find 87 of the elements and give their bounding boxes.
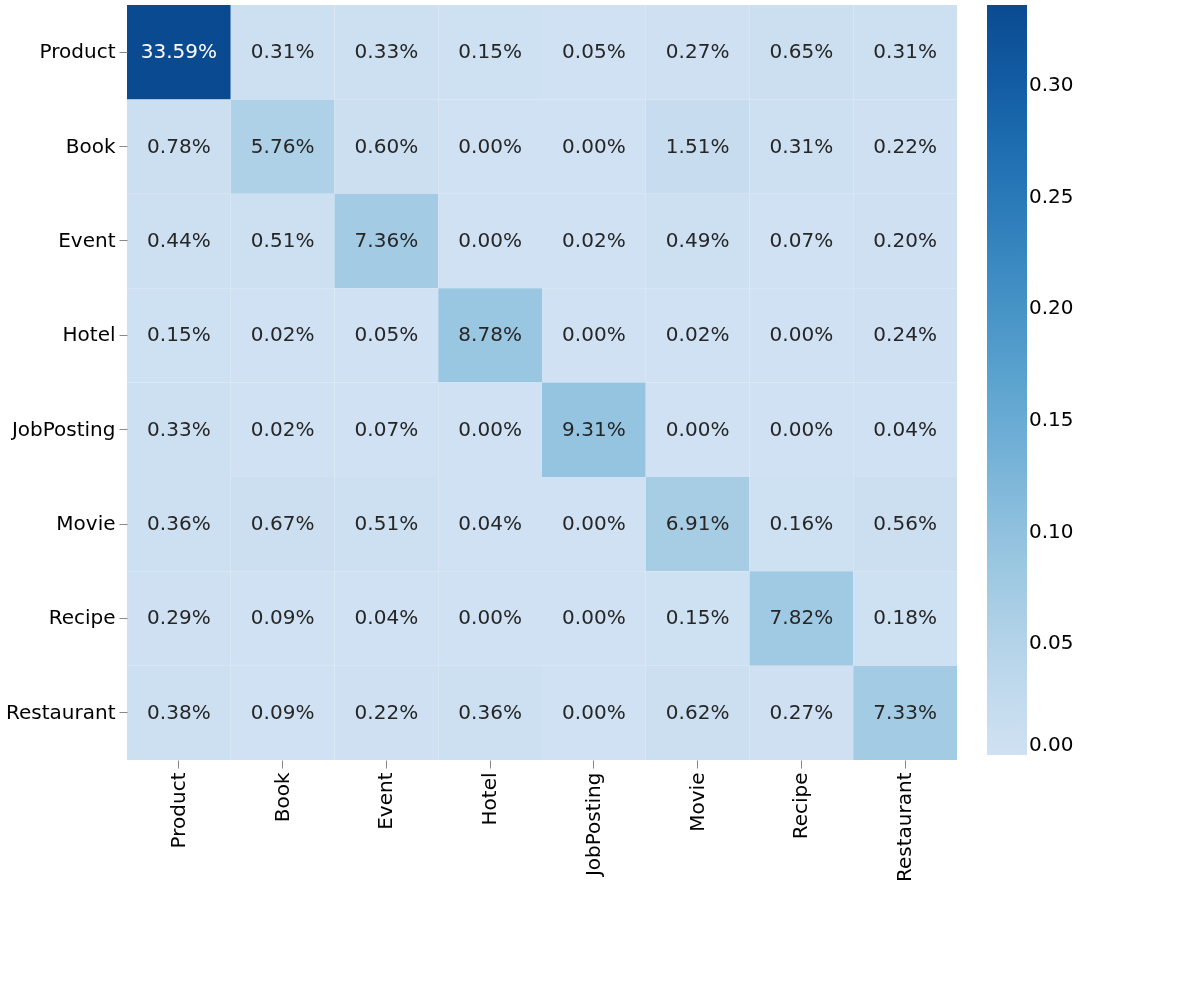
- x-tick-label: JobPosting: [580, 772, 605, 879]
- data-label: 33.59%: [140, 39, 218, 64]
- color-bar-label: 0.20: [1029, 295, 1074, 320]
- data-label: 0.00%: [562, 322, 626, 347]
- y-tick-label: Product: [39, 39, 116, 64]
- data-label: 1.51%: [665, 133, 730, 158]
- data-label: 0.56%: [873, 511, 937, 536]
- data-label: 0.02%: [250, 416, 315, 441]
- color-bar-label: 0.25: [1029, 183, 1074, 208]
- data-label: 8.78%: [458, 322, 522, 347]
- y-tick-label: Movie: [56, 511, 116, 536]
- data-label: 0.15%: [665, 605, 730, 630]
- data-label: 0.36%: [458, 699, 522, 724]
- data-label: 0.65%: [769, 39, 834, 64]
- data-label: 0.00%: [562, 699, 626, 724]
- color-bar-label: 0.00: [1029, 732, 1074, 756]
- data-label: 0.62%: [665, 699, 730, 724]
- data-label: 0.05%: [354, 322, 419, 347]
- data-label: 0.20%: [873, 227, 937, 252]
- data-label: 0.00%: [458, 133, 522, 158]
- data-label: 0.31%: [873, 39, 937, 64]
- data-label: 0.44%: [147, 227, 211, 252]
- data-label: 6.91%: [665, 511, 730, 536]
- data-label: 0.31%: [250, 39, 315, 64]
- y-tick-label: JobPosting: [9, 416, 116, 441]
- data-label: 7.36%: [354, 227, 419, 252]
- x-tick-label: Restaurant: [892, 772, 917, 882]
- data-label: 0.18%: [873, 605, 937, 630]
- data-label: 0.22%: [354, 699, 419, 724]
- data-label: 0.49%: [665, 227, 730, 252]
- data-label: 0.67%: [250, 511, 315, 536]
- data-label: 0.51%: [354, 511, 419, 536]
- y-tick-label: Event: [58, 227, 116, 252]
- data-label: 0.16%: [769, 511, 834, 536]
- data-label: 0.02%: [665, 322, 730, 347]
- y-tick-label: Recipe: [48, 605, 116, 630]
- data-label: 0.78%: [147, 133, 211, 158]
- data-label: 0.00%: [562, 133, 626, 158]
- data-label: 0.33%: [354, 39, 419, 64]
- data-label: 0.27%: [665, 39, 730, 64]
- data-label: 0.00%: [665, 416, 730, 441]
- data-label: 0.00%: [769, 322, 834, 347]
- data-label: 5.76%: [250, 133, 315, 158]
- data-label: 0.15%: [458, 39, 522, 64]
- data-label: 0.60%: [354, 133, 419, 158]
- data-label: 0.00%: [458, 416, 522, 441]
- data-label: 0.05%: [562, 39, 626, 64]
- data-label: 0.09%: [250, 605, 315, 630]
- y-tick-label: Hotel: [62, 322, 116, 347]
- data-label: 9.31%: [562, 416, 626, 441]
- data-label: 0.00%: [562, 605, 626, 630]
- x-tick-label: Movie: [684, 772, 709, 832]
- color-bar-label: 0.15: [1029, 407, 1074, 432]
- x-tick-label: Recipe: [788, 772, 813, 840]
- data-label: 0.02%: [562, 227, 626, 252]
- data-label: 7.82%: [769, 605, 834, 630]
- y-tick-label: Restaurant: [6, 699, 116, 724]
- data-label: 0.07%: [769, 227, 834, 252]
- data-label: 0.22%: [873, 133, 937, 158]
- data-label: 0.00%: [769, 416, 834, 441]
- color-bar-label: 0.05: [1029, 630, 1074, 655]
- data-label: 0.00%: [458, 605, 522, 630]
- color-bar-label: 0.10: [1029, 518, 1074, 543]
- y-tick-label: Book: [65, 133, 116, 158]
- data-label: 0.36%: [147, 511, 211, 536]
- x-tick-label: Book: [269, 772, 294, 823]
- data-label: 7.33%: [873, 699, 937, 724]
- data-label: 0.04%: [458, 511, 522, 536]
- data-label: 0.15%: [147, 322, 211, 347]
- data-label: 0.51%: [250, 227, 315, 252]
- data-label: 0.00%: [562, 511, 626, 536]
- data-label: 0.29%: [147, 605, 211, 630]
- data-label: 0.02%: [250, 322, 315, 347]
- data-label: 0.24%: [873, 322, 937, 347]
- data-label: 0.31%: [769, 133, 834, 158]
- data-label: 0.33%: [147, 416, 211, 441]
- color-bar-label: 0.30: [1029, 72, 1074, 97]
- x-tick-label: Event: [373, 772, 398, 830]
- data-label: 0.04%: [354, 605, 419, 630]
- data-label: 0.09%: [250, 699, 315, 724]
- data-label: 0.27%: [769, 699, 834, 724]
- data-label: 0.38%: [147, 699, 211, 724]
- data-label: 0.00%: [458, 227, 522, 252]
- data-label: 0.07%: [354, 416, 419, 441]
- data-label: 0.04%: [873, 416, 937, 441]
- x-tick-label: Hotel: [477, 772, 502, 826]
- x-tick-label: Product: [165, 772, 190, 849]
